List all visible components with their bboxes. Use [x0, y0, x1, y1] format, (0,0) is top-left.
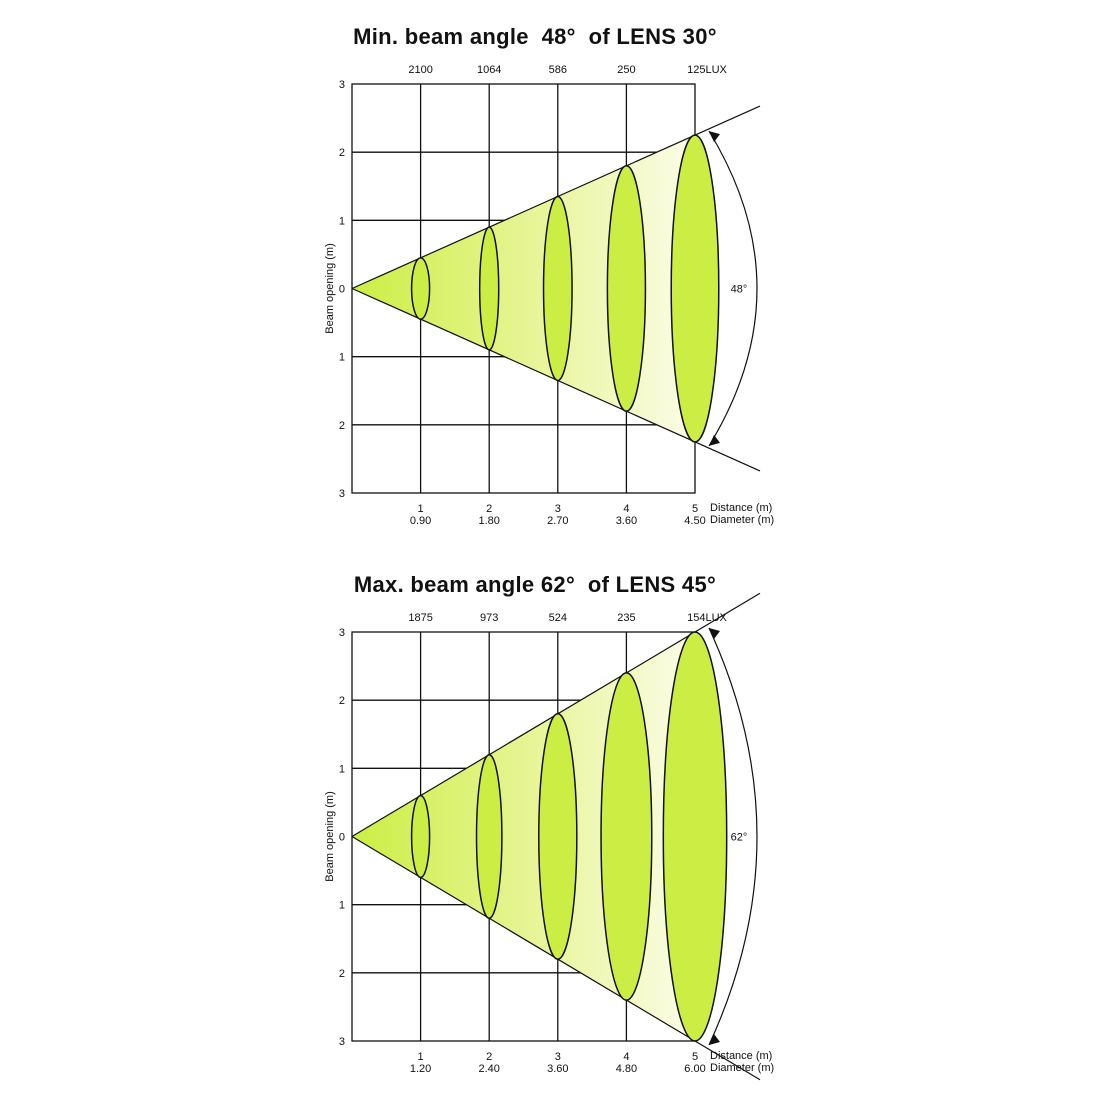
lux-label: 154LUX: [687, 612, 727, 624]
diameter-tick-label: 0.90: [410, 515, 431, 527]
y-tick-label: 2: [339, 147, 345, 159]
y-tick-label: 3: [339, 488, 345, 500]
beam-ellipse: [542, 195, 573, 382]
angle-label: 62°: [731, 832, 748, 844]
arrow-head-top: [709, 131, 720, 143]
lux-label: 1875: [408, 612, 432, 624]
y-tick-label: 1: [339, 215, 345, 227]
angle-label: 48°: [731, 284, 748, 296]
y-axis-label: Beam opening (m): [324, 243, 336, 334]
diameter-tick-label: 4.80: [616, 1063, 637, 1075]
distance-tick-label: 1: [418, 1051, 424, 1063]
arrow-head-bottom: [709, 1034, 720, 1045]
angle-arc: [708, 627, 758, 1046]
distance-axis-label: Distance (m): [710, 502, 772, 514]
y-tick-label: 2: [339, 420, 345, 432]
diameter-axis-label: Diameter (m): [710, 1062, 774, 1074]
y-tick-label: 1: [339, 900, 345, 912]
diameter-tick-label: 1.80: [478, 515, 499, 527]
beam-ellipse: [475, 753, 503, 920]
diameter-axis-label: Diameter (m): [710, 514, 774, 526]
distance-tick-label: 4: [623, 1051, 629, 1063]
arrow-head-bottom: [709, 434, 720, 446]
chart-title: Max. beam angle 62° of LENS 45°: [353, 572, 717, 597]
beam-ellipse: [600, 672, 653, 1001]
diameter-tick-label: 2.40: [478, 1063, 499, 1075]
beam-ellipse: [478, 226, 500, 351]
y-tick-label: 3: [339, 627, 345, 639]
y-tick-label: 2: [339, 695, 345, 707]
y-tick-label: 0: [339, 284, 345, 296]
beam-ellipse: [410, 257, 431, 320]
beam-ellipse: [662, 631, 728, 1042]
distance-tick-label: 2: [486, 503, 492, 515]
beam-chart-max: Max. beam angle 62° of LENS 45° 62° 3 2 1 0 1…: [0, 550, 1100, 1100]
beam-ellipse: [606, 165, 647, 412]
distance-tick-label: 1: [418, 503, 424, 515]
y-tick-label: 3: [339, 1036, 345, 1048]
distance-tick-label: 4: [623, 503, 629, 515]
angle-arc: [708, 130, 758, 447]
lux-label: 125LUX: [687, 64, 727, 76]
distance-tick-label: 2: [486, 1051, 492, 1063]
distance-tick-label: 5: [692, 503, 698, 515]
diameter-tick-label: 4.50: [684, 515, 705, 527]
arrow-head-top: [709, 628, 720, 639]
chart-title: Min. beam angle 48° of LENS 30°: [353, 24, 717, 49]
beam-cone: [352, 135, 695, 442]
distance-tick-label: 3: [555, 503, 561, 515]
y-tick-label: 3: [339, 79, 345, 91]
lux-label: 586: [549, 64, 567, 76]
diameter-tick-label: 6.00: [684, 1063, 705, 1075]
diameter-tick-label: 3.60: [547, 1063, 568, 1075]
lux-label: 2100: [408, 64, 432, 76]
diameter-tick-label: 1.20: [410, 1063, 431, 1075]
lux-label: 250: [617, 64, 635, 76]
lux-label: 973: [480, 612, 498, 624]
lux-label: 1064: [477, 64, 501, 76]
beam-ellipse: [410, 794, 431, 879]
y-axis-label: Beam opening (m): [324, 791, 336, 882]
y-tick-label: 2: [339, 968, 345, 980]
y-tick-label: 1: [339, 763, 345, 775]
y-tick-label: 0: [339, 832, 345, 844]
diameter-tick-label: 3.60: [616, 515, 637, 527]
distance-axis-label: Distance (m): [710, 1050, 772, 1062]
beam-ellipse: [670, 134, 720, 443]
distance-tick-label: 3: [555, 1051, 561, 1063]
distance-tick-label: 5: [692, 1051, 698, 1063]
beam-chart-min: Min. beam angle 48° of LENS 30° 48° 3 2 1 0 1…: [324, 24, 774, 527]
lux-label: 235: [617, 612, 635, 624]
diameter-tick-label: 2.70: [547, 515, 568, 527]
y-tick-label: 1: [339, 352, 345, 364]
beam-ellipse: [538, 713, 578, 960]
lux-label: 524: [549, 612, 567, 624]
